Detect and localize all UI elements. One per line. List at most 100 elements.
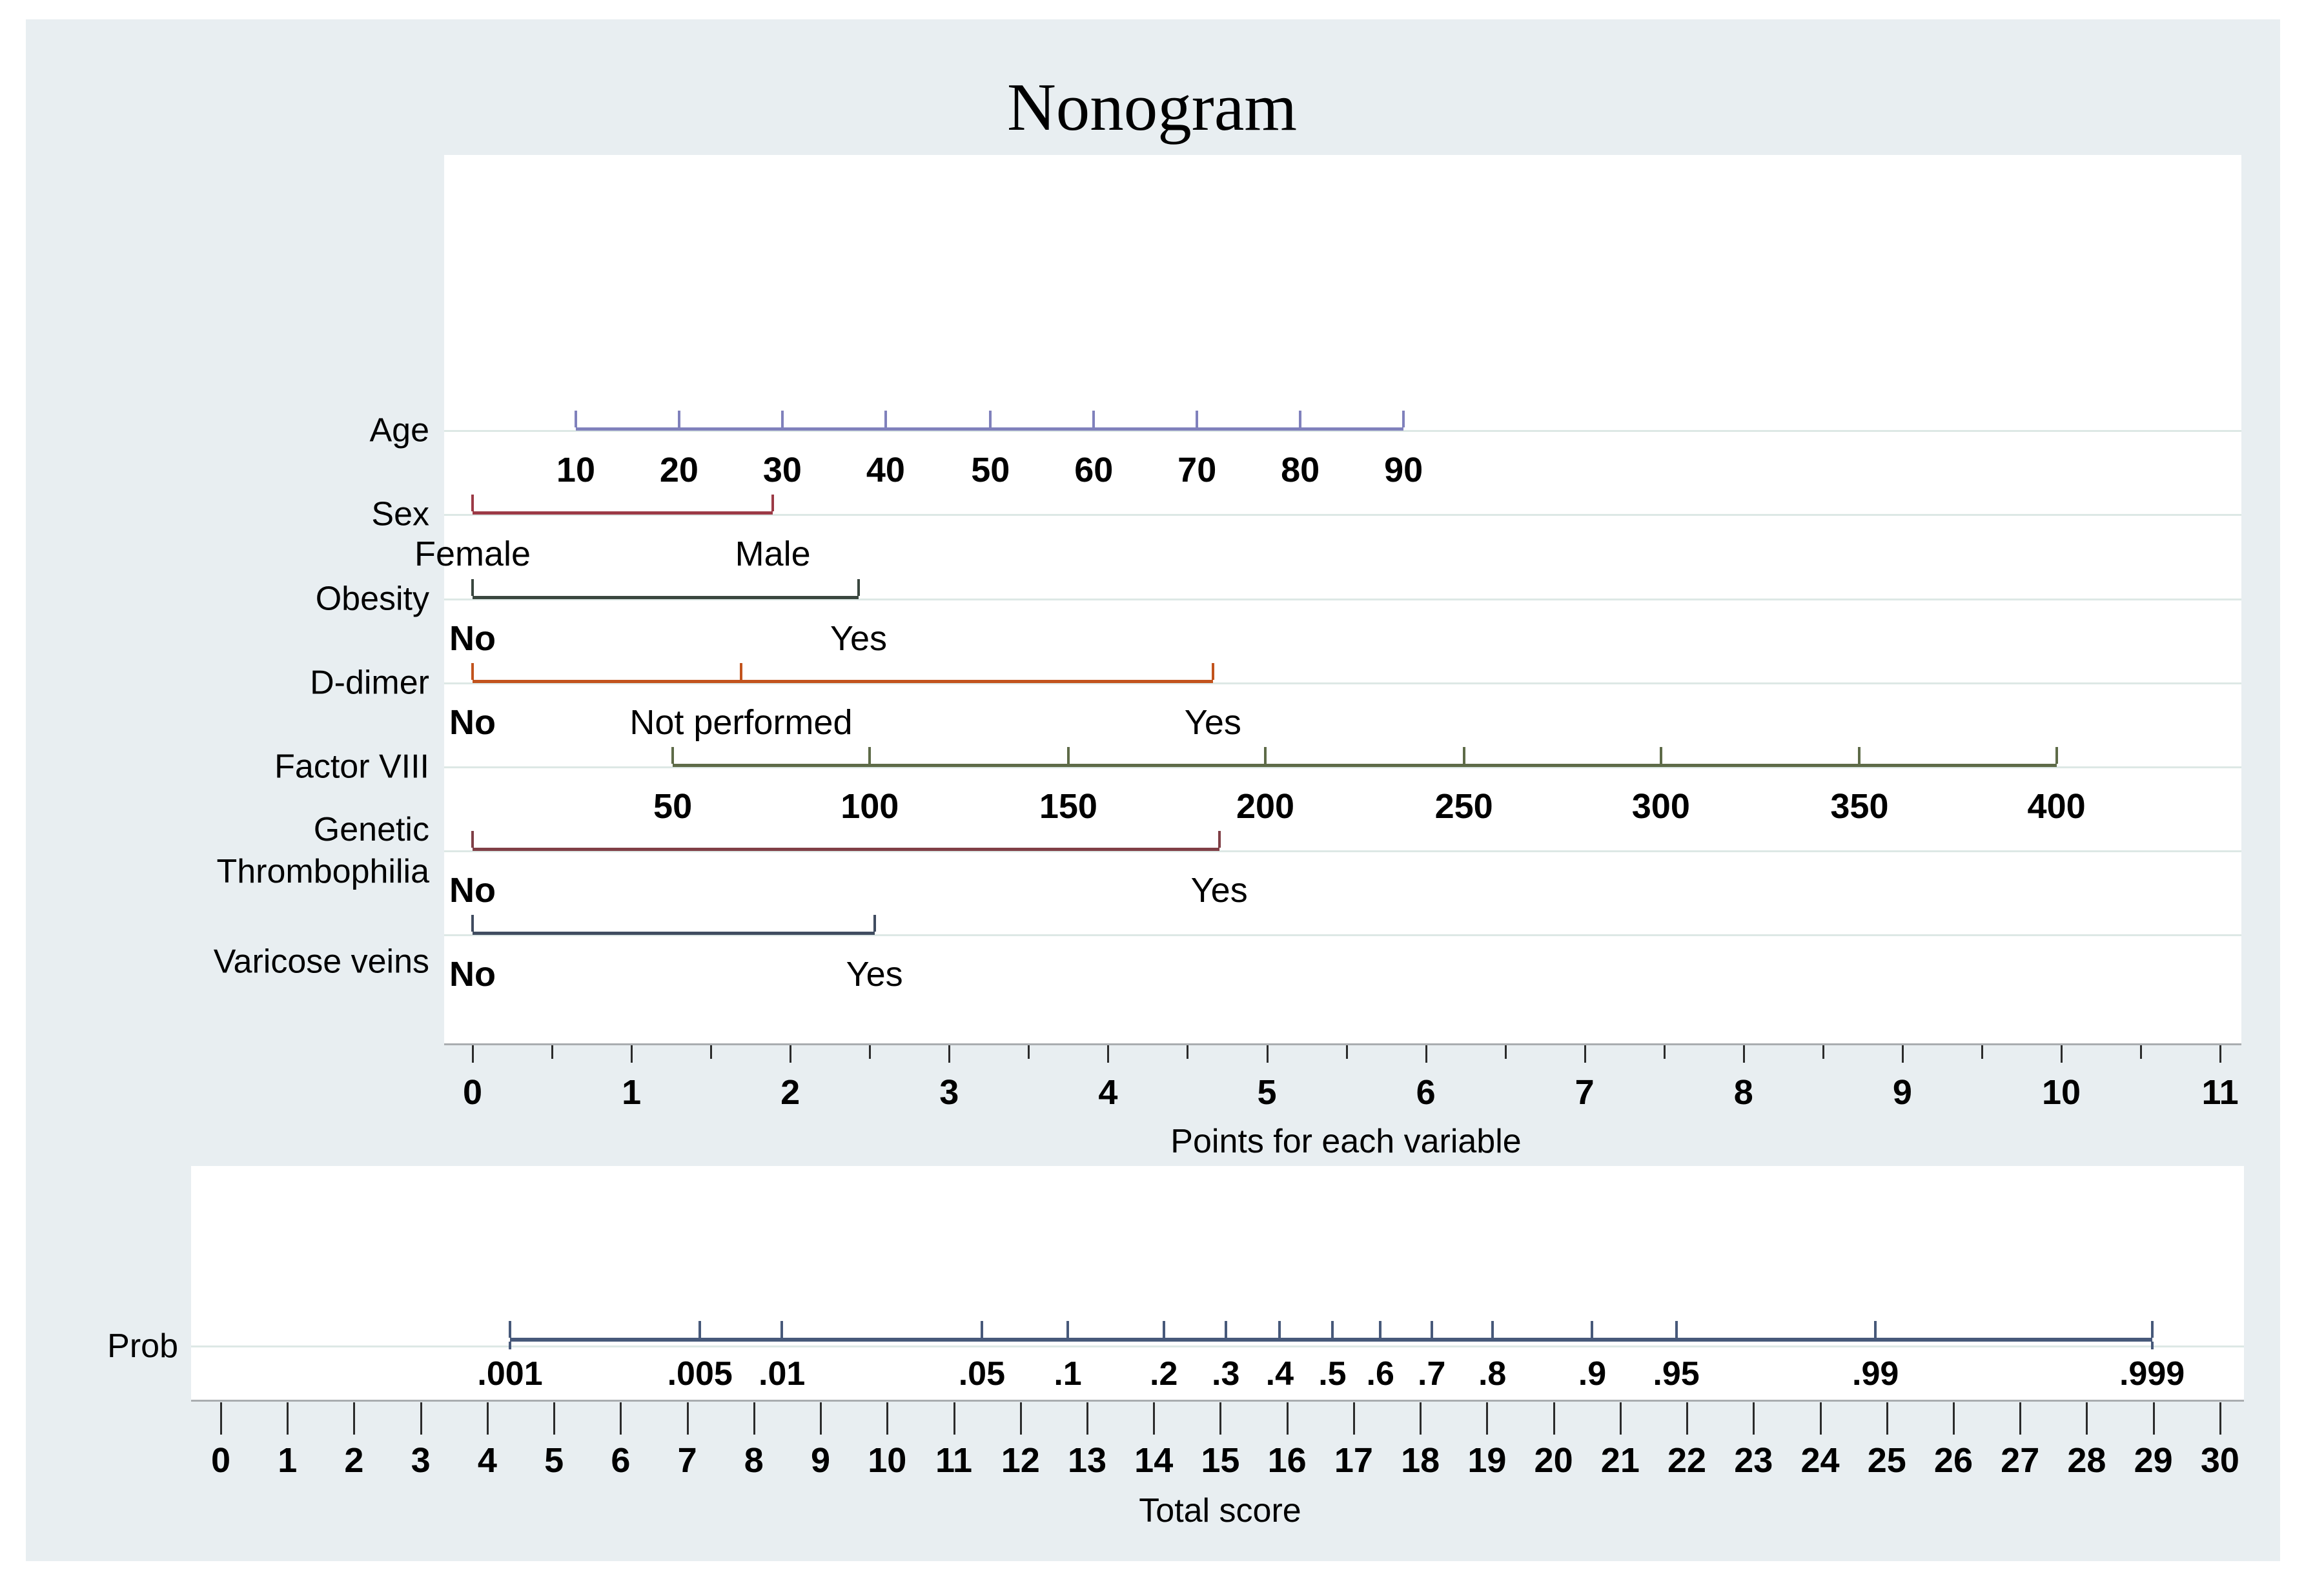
row-tick-label: 300 <box>1631 787 1690 826</box>
row-tick-label: 350 <box>1830 787 1889 826</box>
total-axis-tick-label: 20 <box>1534 1441 1573 1480</box>
total-axis-tick <box>2086 1402 2088 1435</box>
prob-tick-mark <box>1330 1321 1334 1338</box>
total-axis-tick <box>353 1402 356 1435</box>
total-axis-tick <box>1019 1402 1022 1435</box>
row-track-line <box>444 766 2241 768</box>
total-axis-tick-label: 14 <box>1134 1441 1174 1480</box>
prob-scale-end-hook <box>509 1342 512 1349</box>
total-axis-tick <box>1219 1402 1222 1435</box>
total-axis-tick <box>1420 1402 1422 1435</box>
points-axis-tick-label: 2 <box>780 1073 800 1112</box>
row-tick-label: No <box>449 703 496 742</box>
total-axis-tick <box>1753 1402 1755 1435</box>
row-tick-mark <box>677 411 680 427</box>
total-axis-tick <box>287 1402 289 1435</box>
variable-label: Obesity <box>315 580 429 618</box>
prob-tick-label: .99 <box>1852 1355 1899 1393</box>
row-tick-label: 80 <box>1281 451 1320 489</box>
row-track-line <box>444 514 2241 516</box>
points-axis-tick <box>1425 1045 1427 1063</box>
total-axis-tick-label: 5 <box>544 1441 564 1480</box>
points-axis-tick <box>2140 1045 2143 1059</box>
total-axis-tick-label: 26 <box>1933 1441 1973 1480</box>
prob-tick-label: .9 <box>1578 1355 1607 1393</box>
total-axis-tick <box>1819 1402 1822 1435</box>
total-axis-tick <box>620 1402 622 1435</box>
total-axis-tick-label: 7 <box>677 1441 697 1480</box>
total-axis-tick-label: 13 <box>1067 1441 1107 1480</box>
row-tick-mark <box>671 747 675 764</box>
points-axis-tick-label: 6 <box>1416 1073 1436 1112</box>
total-axis-tick-label: 22 <box>1667 1441 1707 1480</box>
total-axis-tick <box>686 1402 689 1435</box>
row-tick-label: Not performed <box>629 703 853 742</box>
row-tick-mark <box>1211 663 1214 680</box>
prob-row-label: Prob <box>107 1327 178 1365</box>
prob-tick-label: .3 <box>1212 1355 1240 1393</box>
total-axis-tick-label: 3 <box>411 1441 431 1480</box>
prob-tick-mark <box>509 1321 512 1338</box>
total-axis-tick <box>953 1402 955 1435</box>
total-axis-tick-label: 16 <box>1267 1441 1307 1480</box>
prob-tick-mark <box>1675 1321 1678 1338</box>
total-axis-tick <box>1486 1402 1489 1435</box>
row-track-line <box>444 682 2241 684</box>
prob-tick-mark <box>980 1321 983 1338</box>
points-axis-tick <box>1584 1045 1586 1063</box>
row-tick-mark <box>2055 747 2058 764</box>
total-axis-tick <box>486 1402 489 1435</box>
prob-tick-label: .4 <box>1265 1355 1294 1393</box>
row-tick-mark <box>780 411 784 427</box>
total-axis-tick <box>753 1402 755 1435</box>
total-axis-tick-label: 1 <box>278 1441 298 1480</box>
row-scale-line <box>673 764 2057 767</box>
points-axis-tick <box>1901 1045 1904 1063</box>
points-axis-tick-label: 4 <box>1098 1073 1118 1112</box>
points-axis-tick <box>2061 1045 2063 1063</box>
row-tick-mark <box>471 915 474 932</box>
row-tick-mark <box>739 663 742 680</box>
variable-label: D-dimer <box>310 664 429 702</box>
total-axis-tick-label: 18 <box>1401 1441 1440 1480</box>
variable-label: Varicose veins <box>213 943 429 981</box>
total-axis-tick <box>2019 1402 2022 1435</box>
total-axis-tick-label: 9 <box>811 1441 831 1480</box>
row-tick-label: 40 <box>866 451 905 489</box>
row-tick-mark <box>857 579 861 596</box>
points-axis-tick <box>948 1045 951 1063</box>
row-scale-line <box>473 680 1213 683</box>
row-tick-label: No <box>449 619 496 658</box>
prob-tick-label: .95 <box>1653 1355 1700 1393</box>
row-tick-mark <box>884 411 887 427</box>
row-scale-line <box>473 596 859 599</box>
prob-tick-label: .005 <box>667 1355 733 1393</box>
row-scale-line <box>473 932 875 935</box>
prob-tick-label: .05 <box>958 1355 1006 1393</box>
total-axis-tick <box>1619 1402 1622 1435</box>
total-axis-tick-label: 29 <box>2134 1441 2173 1480</box>
row-tick-label: 60 <box>1074 451 1114 489</box>
total-axis-tick <box>1553 1402 1555 1435</box>
prob-scale-line <box>510 1338 2152 1342</box>
row-tick-mark <box>1066 747 1070 764</box>
total-axis-tick-label: 19 <box>1467 1441 1507 1480</box>
prob-tick-mark <box>1430 1321 1433 1338</box>
total-axis-tick-label: 21 <box>1600 1441 1640 1480</box>
row-tick-label: Yes <box>846 955 903 994</box>
points-axis-tick <box>1266 1045 1269 1063</box>
row-tick-label: 90 <box>1384 451 1423 489</box>
points-axis-tick <box>869 1045 872 1059</box>
row-tick-mark <box>1264 747 1267 764</box>
total-axis-tick <box>820 1402 822 1435</box>
total-axis-tick-label: 24 <box>1800 1441 1840 1480</box>
variable-label: Factor VIII <box>274 748 429 786</box>
total-axis-tick <box>2219 1402 2221 1435</box>
points-axis-tick <box>551 1045 554 1059</box>
prob-tick-mark <box>1491 1321 1494 1338</box>
row-tick-label: 30 <box>762 451 802 489</box>
row-scale-line <box>473 848 1219 851</box>
total-axis-tick-label: 23 <box>1734 1441 1773 1480</box>
row-tick-mark <box>1659 747 1662 764</box>
row-tick-mark <box>1196 411 1199 427</box>
